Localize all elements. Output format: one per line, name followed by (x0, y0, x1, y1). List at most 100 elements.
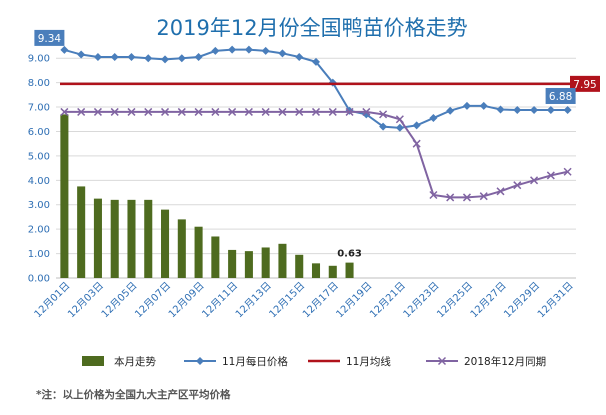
data-point (194, 52, 203, 61)
data-point (362, 107, 371, 116)
bar (77, 186, 86, 278)
y-tick-label: 2.00 (28, 225, 50, 236)
callout-label: 6.88 (549, 91, 572, 103)
data-point (312, 57, 320, 66)
chart-title: 2019年12月份全国鸭苗价格走势 (156, 16, 467, 40)
data-point (278, 49, 287, 58)
footnote: *注：以上价格为全国九大主产区平均价格 (36, 388, 231, 401)
data-point (211, 46, 220, 55)
data-point (395, 123, 404, 132)
data-point (513, 181, 522, 190)
legend-marker (437, 356, 447, 366)
data-point (479, 192, 488, 201)
data-point (328, 107, 337, 116)
data-point (110, 52, 119, 61)
data-point (345, 107, 354, 116)
x-tick-label: 12月29日 (502, 280, 543, 321)
data-point (77, 50, 86, 59)
legend-label: 11月均线 (346, 355, 391, 368)
bar (261, 247, 270, 278)
data-point (144, 107, 153, 116)
data-point (127, 52, 136, 61)
data-point (311, 107, 321, 116)
callout-box (34, 29, 65, 46)
data-point (462, 101, 471, 110)
series-line (64, 110, 568, 199)
bar (311, 263, 321, 278)
bar (177, 219, 186, 278)
data-point (462, 193, 471, 202)
data-point (110, 107, 119, 116)
data-point (563, 105, 572, 114)
data-point (144, 54, 153, 63)
bar (244, 251, 253, 278)
bar (345, 262, 354, 278)
data-point (194, 107, 203, 116)
x-axis-ticks: 12月01日12月03日12月05日12月07日12月09日12月11日12月1… (32, 280, 576, 321)
data-point (261, 46, 270, 55)
bar (93, 198, 102, 278)
data-point (177, 54, 186, 63)
data-point (412, 139, 421, 148)
data-label: 0.63 (337, 249, 362, 260)
data-point (244, 45, 253, 54)
data-point (127, 107, 136, 116)
data-point (395, 115, 404, 124)
bar (110, 199, 119, 278)
data-point (379, 110, 388, 119)
x-tick-label: 12月11日 (200, 280, 241, 321)
data-point (530, 105, 539, 114)
data-point (60, 45, 69, 54)
data-point (161, 107, 170, 116)
bar (228, 249, 237, 278)
y-tick-label: 0.00 (28, 274, 50, 285)
y-tick-label: 1.00 (28, 249, 50, 260)
legend-label: 2018年12月同期 (464, 355, 546, 368)
bar (328, 265, 337, 278)
x-tick-label: 12月09日 (166, 280, 207, 321)
x-tick-label: 12月31日 (535, 280, 576, 321)
data-point (244, 107, 253, 116)
y-tick-label: 4.00 (28, 176, 50, 187)
legend: 本月走势 11月每日价格 11月均线 2018年12月同期 (82, 355, 546, 368)
x-tick-label: 12月05日 (99, 280, 140, 321)
data-point (77, 107, 86, 116)
data-point (177, 107, 186, 116)
data-point (546, 105, 555, 114)
data-point (530, 176, 539, 185)
bar-series (60, 114, 354, 279)
x-tick-label: 12月25日 (434, 280, 475, 321)
data-point (429, 190, 438, 199)
data-point (295, 52, 304, 61)
bar (194, 226, 203, 278)
data-point (261, 107, 270, 116)
data-point (563, 167, 572, 176)
data-point (479, 101, 488, 110)
data-point (211, 107, 220, 116)
bar (211, 236, 220, 278)
x-tick-label: 12月15日 (267, 280, 308, 321)
bar (127, 199, 136, 278)
data-point (546, 171, 555, 180)
data-point (446, 193, 455, 202)
bar (60, 114, 69, 279)
x-tick-label: 12月07日 (133, 280, 174, 321)
y-tick-label: 8.00 (28, 78, 50, 89)
data-point (496, 187, 505, 196)
data-point (513, 105, 522, 114)
bar (278, 243, 287, 278)
data-point (429, 114, 438, 123)
x-tick-label: 12月17日 (300, 280, 341, 321)
legend-marker (196, 357, 204, 365)
data-point (228, 45, 237, 54)
bar (161, 209, 170, 278)
legend-label: 11月每日价格 (222, 355, 288, 368)
data-point (228, 107, 237, 116)
callout-box (570, 75, 600, 92)
data-point (412, 121, 421, 130)
data-point (446, 106, 455, 115)
data-point (93, 107, 102, 116)
data-point (379, 122, 388, 131)
line-series (60, 45, 572, 202)
